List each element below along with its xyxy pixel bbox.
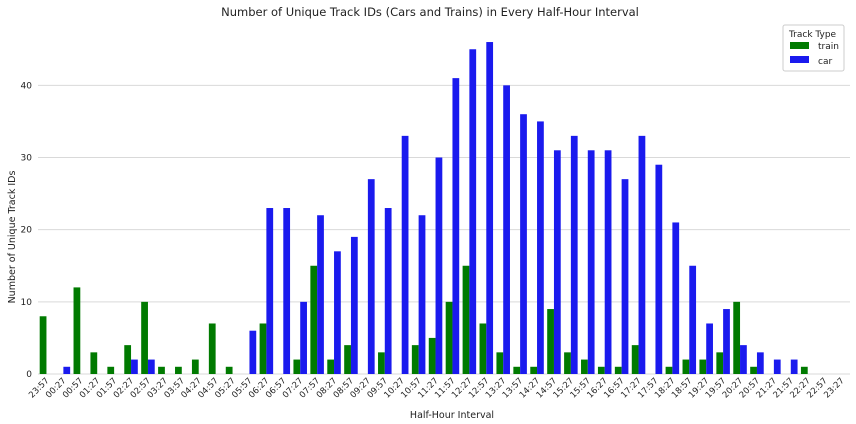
bar-car: [723, 309, 730, 374]
y-tick-label: 40: [21, 81, 33, 91]
bar-car: [266, 208, 274, 374]
y-tick-label: 30: [21, 154, 33, 164]
bar-train: [750, 366, 757, 374]
bar-train: [327, 359, 335, 374]
bar-train: [124, 345, 132, 374]
bar-train: [208, 323, 216, 374]
bar-car: [773, 359, 781, 374]
bar-car: [740, 345, 747, 374]
legend: Track Type train car: [782, 24, 845, 72]
bar-train: [530, 366, 538, 374]
legend-label-train: train: [818, 42, 839, 52]
bar-car: [587, 150, 595, 374]
bar-car: [638, 135, 646, 374]
bar-car: [384, 208, 392, 374]
bar-train: [800, 366, 808, 374]
bar-train: [225, 366, 233, 374]
bar-train: [462, 265, 470, 374]
legend-label-car: car: [818, 57, 832, 67]
bar-car: [706, 323, 713, 374]
y-tick-label: 20: [21, 226, 33, 236]
legend-swatch-car: [790, 56, 809, 63]
bar-train: [39, 316, 47, 374]
bar-car: [756, 352, 764, 374]
bar-train: [496, 352, 504, 374]
bar-train: [597, 366, 605, 374]
bar-car: [435, 157, 443, 374]
bar-car: [503, 85, 510, 374]
bar-car: [689, 265, 697, 374]
bar-train: [175, 366, 182, 374]
bar-train: [73, 287, 81, 374]
bar-train: [310, 265, 318, 374]
bar-car: [367, 179, 375, 374]
y-axis-label: Number of Unique Track IDs: [7, 171, 18, 304]
bar-car: [520, 114, 527, 375]
bar-train: [665, 366, 673, 374]
bar-car: [672, 222, 680, 374]
bar-car: [570, 135, 578, 374]
bar-car: [147, 359, 155, 374]
bar-train: [513, 366, 521, 374]
bar-train: [259, 323, 267, 374]
bar-car: [283, 208, 291, 374]
chart-title: Number of Unique Track IDs (Cars and Tra…: [221, 5, 639, 19]
bar-car: [604, 150, 612, 374]
bar-train: [699, 359, 707, 374]
bar-car: [334, 251, 341, 374]
bar-train: [344, 345, 351, 374]
legend-swatch-train: [790, 42, 809, 49]
bar-train: [614, 366, 622, 374]
bar-train: [716, 352, 724, 374]
bar-car: [63, 366, 71, 374]
bar-car: [401, 135, 409, 374]
bar-car: [350, 236, 358, 374]
bar-train: [378, 352, 385, 374]
bar-train: [445, 301, 453, 374]
y-tick-label: 0: [26, 370, 32, 380]
bar-car: [469, 49, 477, 375]
bar-train: [631, 345, 639, 374]
bar-car: [418, 215, 426, 374]
x-axis-label: Half-Hour Interval: [410, 410, 494, 421]
bar-train: [479, 323, 487, 374]
y-axis-ticks: 0 10 20 30 40: [21, 81, 33, 380]
bar-car: [486, 42, 494, 375]
bar-train: [547, 309, 554, 374]
bar-train: [107, 366, 115, 374]
legend-title: Track Type: [788, 30, 837, 40]
grid-lines: [38, 84, 850, 375]
bar-train: [428, 337, 436, 374]
bar-car: [300, 301, 307, 374]
bar-train: [90, 352, 98, 374]
bar-car: [131, 359, 138, 374]
bar-car: [790, 359, 798, 374]
bar-train: [411, 345, 419, 374]
y-tick-label: 10: [21, 298, 33, 308]
bar-car: [621, 179, 629, 374]
bar-train: [682, 359, 690, 374]
bar-car: [537, 121, 544, 374]
bar-car: [553, 150, 561, 374]
bar-train: [733, 301, 741, 374]
x-axis-ticks: 23:5700:2700:5701:2701:5702:2702:5703:27…: [27, 376, 846, 400]
bar-car: [249, 330, 257, 374]
bar-train: [564, 352, 571, 374]
bar-car: [655, 164, 663, 374]
bar-train: [581, 359, 588, 374]
bar-car: [317, 215, 324, 374]
bar-train: [293, 359, 301, 374]
bars: [39, 42, 808, 375]
bar-train: [141, 301, 148, 374]
bar-car: [452, 78, 460, 374]
bar-train: [191, 359, 199, 374]
bar-train: [158, 366, 165, 374]
